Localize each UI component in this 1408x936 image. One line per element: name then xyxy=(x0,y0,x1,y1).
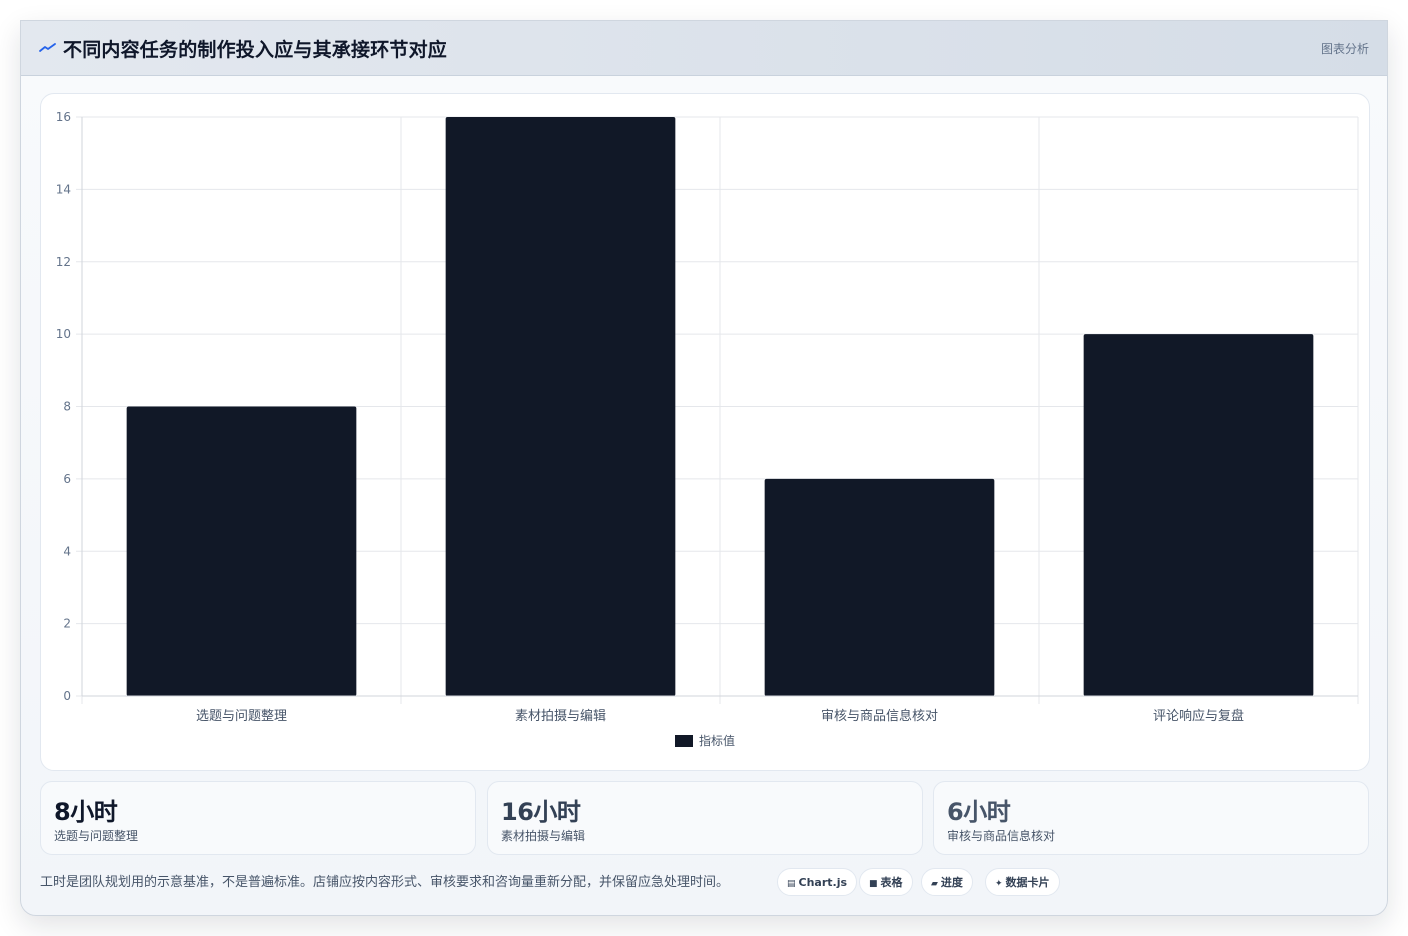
y-tick-label: 8 xyxy=(63,400,71,414)
pill-label: Chart.js xyxy=(798,876,848,889)
chart-card: 0 2 4 6 8 10 12 14 16 选题与问题整理 素材拍摄与编辑 审核与商品信息核对 评论响应… xyxy=(40,93,1370,771)
x-tick-label: 审核与商品信息核对 xyxy=(821,708,938,724)
progress-icon: ▰ xyxy=(931,879,938,889)
footnote: 工时是团队规划用的示意基准，不是普遍标准。店铺应按内容形式、审核要求和咨询量重新… xyxy=(40,875,730,890)
y-tick-label: 16 xyxy=(56,110,71,124)
y-tick-label: 0 xyxy=(63,689,71,703)
stat-value: 8小时 xyxy=(54,798,118,826)
panel-header: 不同内容任务的制作投入应与其承接环节对应 图表分析 xyxy=(21,21,1387,76)
table-pill[interactable]: ■ 表格 xyxy=(859,868,913,896)
pill-label: 数据卡片 xyxy=(1005,876,1050,889)
x-tick-label: 评论响应与复盘 xyxy=(1153,708,1244,724)
page-title: 不同内容任务的制作投入应与其承接环节对应 xyxy=(63,39,448,61)
stat-label: 选题与问题整理 xyxy=(54,829,139,843)
stat-label: 审核与商品信息核对 xyxy=(947,829,1056,843)
bar[interactable] xyxy=(126,406,357,697)
legend-label: 指标值 xyxy=(699,733,735,748)
chartjs-pill[interactable]: ▤ Chart.js xyxy=(777,868,858,896)
y-tick-label: 2 xyxy=(63,617,71,631)
pill-label: 进度 xyxy=(940,876,963,889)
x-tick-label: 素材拍摄与编辑 xyxy=(515,709,606,724)
chart-panel: 不同内容任务的制作投入应与其承接环节对应 图表分析 0 2 4 6 8 10 12 14 16 选… xyxy=(20,20,1388,916)
y-tick-label: 14 xyxy=(56,182,71,196)
card-icon: ✦ xyxy=(995,879,1003,889)
axes: 0 2 4 6 8 10 12 14 16 选题与问题整理 素材拍摄与编辑 审核与商品信息核对 评论响应… xyxy=(56,110,1358,724)
progress-pill[interactable]: ▰ 进度 xyxy=(921,868,973,896)
chart-icon: ▤ xyxy=(787,879,796,889)
stat-value: 16小时 xyxy=(501,798,581,826)
bar-chart: 0 2 4 6 8 10 12 14 16 选题与问题整理 素材拍摄与编辑 审核与商品信息核对 评论响应… xyxy=(56,110,1359,748)
table-icon: ■ xyxy=(869,879,878,889)
data-card-pill[interactable]: ✦ 数据卡片 xyxy=(985,868,1060,896)
trend-icon xyxy=(39,43,56,52)
y-tick-label: 4 xyxy=(63,544,71,558)
pill-label: 表格 xyxy=(880,876,903,889)
bar[interactable] xyxy=(764,478,995,696)
stat-card-2: 16小时 素材拍摄与编辑 xyxy=(487,781,923,855)
bars xyxy=(126,117,1314,697)
stat-card-3: 6小时 审核与商品信息核对 xyxy=(933,781,1369,855)
legend-swatch xyxy=(675,735,693,747)
stat-label: 素材拍摄与编辑 xyxy=(501,829,586,843)
y-tick-label: 6 xyxy=(63,472,71,486)
x-tick-label: 选题与问题整理 xyxy=(196,709,287,724)
header-tag: 图表分析 xyxy=(1320,42,1369,56)
y-tick-label: 10 xyxy=(56,327,71,341)
y-tick-label: 12 xyxy=(56,255,71,269)
legend: 指标值 xyxy=(675,733,735,748)
stat-value: 6小时 xyxy=(947,798,1011,826)
stat-card-1: 8小时 选题与问题整理 xyxy=(40,781,476,855)
bar[interactable] xyxy=(445,117,676,696)
bar[interactable] xyxy=(1083,334,1314,696)
